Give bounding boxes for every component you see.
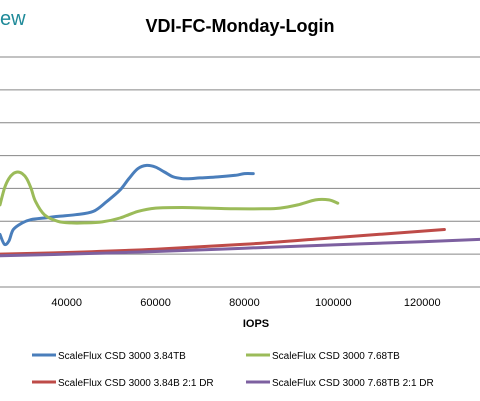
x-tick-label: 40000 — [51, 297, 82, 309]
chart-title: VDI-FC-Monday-Login — [146, 16, 335, 36]
series-line — [0, 170, 340, 225]
legend-label: ScaleFlux CSD 3000 3.84B 2:1 DR — [58, 378, 214, 389]
x-tick-label: 120000 — [404, 297, 441, 309]
x-tick-label: 80000 — [229, 297, 260, 309]
legend-label: ScaleFlux CSD 3000 7.68TB — [272, 351, 400, 362]
x-tick-label: 100000 — [315, 297, 352, 309]
legend-label: ScaleFlux CSD 3000 7.68TB 2:1 DR — [272, 378, 434, 389]
series-line — [0, 228, 446, 256]
series-line — [0, 163, 255, 247]
series-line — [0, 237, 480, 258]
legend-label: ScaleFlux CSD 3000 3.84TB — [58, 351, 186, 362]
x-axis-label: IOPS — [243, 318, 269, 330]
x-tick-label: 60000 — [140, 297, 171, 309]
brand-text-fragment: ew — [0, 8, 26, 30]
